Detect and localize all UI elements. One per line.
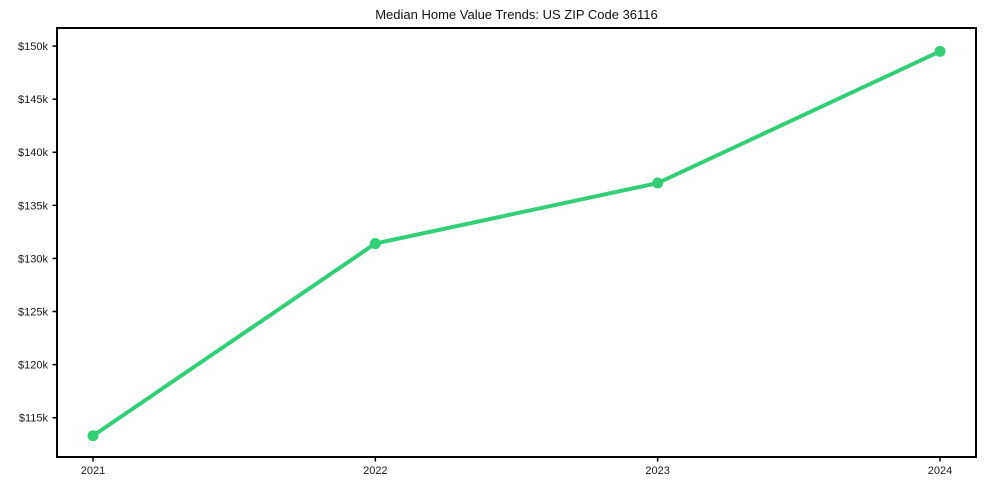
y-axis-tick-label: $135k xyxy=(18,200,48,212)
y-axis-tick-label: $115k xyxy=(19,413,49,425)
y-axis-tick-label: $125k xyxy=(18,307,48,319)
plot-area xyxy=(56,27,977,458)
x-axis-tick-label: 2022 xyxy=(363,465,387,477)
y-axis-tick-label: $130k xyxy=(18,253,48,265)
x-axis-tick-label: 2021 xyxy=(81,465,105,477)
x-axis-tick-label: 2023 xyxy=(645,465,669,477)
y-axis-tick-label: $140k xyxy=(18,147,48,159)
data-point-2024 xyxy=(934,45,946,57)
y-axis-tick-label: $120k xyxy=(18,360,48,372)
x-axis-tick-label: 2024 xyxy=(928,465,952,477)
trend-line xyxy=(91,49,942,438)
chart-title: Median Home Value Trends: US ZIP Code 36… xyxy=(375,7,658,22)
y-axis-tick-label: $145k xyxy=(18,94,48,106)
data-point-2021 xyxy=(87,430,99,442)
data-point-2023 xyxy=(652,177,664,189)
y-axis-tick-label: $150k xyxy=(18,41,48,53)
data-point-2022 xyxy=(369,238,381,250)
